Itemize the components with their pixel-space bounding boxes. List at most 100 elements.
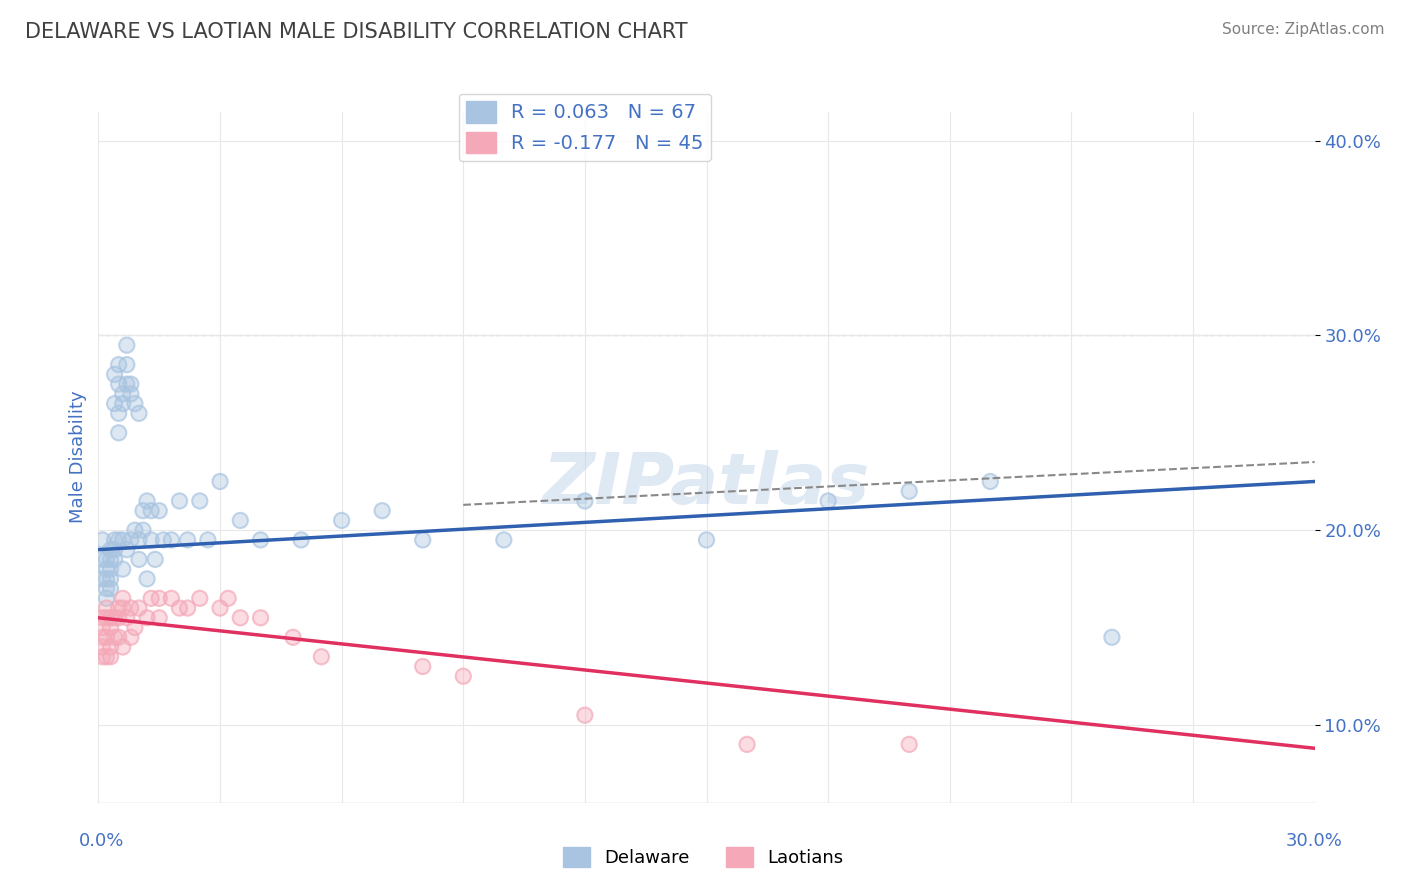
Point [96, 630, 118, 644]
Point [139, 591, 162, 606]
Point [111, 591, 134, 606]
Point [111, 562, 134, 576]
Point [104, 542, 127, 557]
Point [91, 640, 114, 654]
Point [107, 406, 129, 420]
Point [100, 562, 122, 576]
Point [209, 475, 232, 489]
Point [735, 738, 758, 752]
Point [249, 611, 271, 625]
Point [492, 533, 515, 547]
Point [209, 601, 232, 615]
Point [124, 396, 146, 410]
Point [104, 552, 127, 566]
Point [148, 504, 170, 518]
Point [115, 611, 138, 625]
Point [188, 494, 211, 508]
Text: 0.0%: 0.0% [79, 831, 124, 849]
Point [132, 523, 155, 537]
Point [120, 387, 142, 401]
Point [107, 630, 129, 644]
Point [132, 504, 155, 518]
Point [209, 475, 232, 489]
Point [152, 533, 174, 547]
Point [111, 396, 134, 410]
Point [143, 552, 166, 566]
Point [100, 542, 122, 557]
Point [100, 552, 122, 566]
Point [132, 504, 155, 518]
Point [148, 611, 170, 625]
Point [115, 358, 138, 372]
Point [115, 338, 138, 352]
Point [96, 630, 118, 644]
Point [128, 601, 150, 615]
Point [124, 621, 146, 635]
Point [148, 591, 170, 606]
Point [104, 533, 127, 547]
Point [111, 601, 134, 615]
Point [100, 572, 122, 586]
Point [115, 377, 138, 392]
Point [160, 591, 183, 606]
Point [96, 611, 118, 625]
Point [111, 387, 134, 401]
Point [330, 513, 353, 527]
Point [111, 562, 134, 576]
Point [139, 504, 162, 518]
Point [100, 621, 122, 635]
Point [91, 533, 114, 547]
Point [574, 708, 596, 723]
Point [139, 533, 162, 547]
Point [217, 591, 239, 606]
Point [290, 533, 312, 547]
Point [229, 611, 252, 625]
Point [249, 533, 271, 547]
Point [107, 533, 129, 547]
Point [412, 659, 434, 673]
Point [100, 582, 122, 596]
Point [453, 669, 475, 683]
Point [96, 649, 118, 664]
Point [169, 494, 191, 508]
Point [176, 533, 198, 547]
Point [91, 572, 114, 586]
Point [371, 504, 394, 518]
Point [96, 601, 118, 615]
Point [128, 552, 150, 566]
Point [115, 542, 138, 557]
Point [104, 368, 127, 382]
Point [100, 611, 122, 625]
Point [412, 659, 434, 673]
Point [128, 552, 150, 566]
Point [107, 377, 129, 392]
Point [139, 591, 162, 606]
Point [115, 358, 138, 372]
Point [100, 640, 122, 654]
Point [120, 377, 142, 392]
Point [148, 504, 170, 518]
Point [229, 611, 252, 625]
Point [96, 601, 118, 615]
Point [91, 572, 114, 586]
Point [188, 591, 211, 606]
Point [290, 533, 312, 547]
Point [96, 572, 118, 586]
Point [91, 621, 114, 635]
Point [209, 601, 232, 615]
Point [330, 513, 353, 527]
Point [132, 523, 155, 537]
Point [120, 601, 142, 615]
Point [111, 601, 134, 615]
Point [100, 649, 122, 664]
Point [453, 669, 475, 683]
Point [107, 601, 129, 615]
Point [197, 533, 219, 547]
Point [100, 621, 122, 635]
Point [160, 533, 183, 547]
Point [898, 738, 921, 752]
Point [91, 640, 114, 654]
Point [412, 533, 434, 547]
Point [128, 406, 150, 420]
Point [91, 611, 114, 625]
